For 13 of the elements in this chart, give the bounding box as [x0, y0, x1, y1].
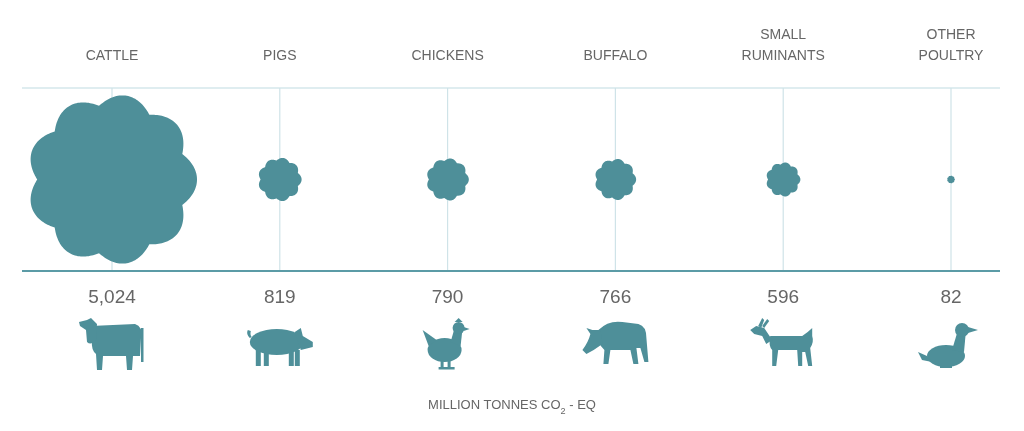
category-label: PIGS — [263, 47, 297, 63]
category-label: OTHER POULTRY — [918, 26, 985, 63]
category-label: SMALL RUMINANTS — [741, 26, 825, 63]
data-label: 819 — [263, 286, 296, 307]
data-label: 5,024 — [88, 286, 137, 307]
category-label: CHICKENS — [411, 47, 484, 63]
data-label: 596 — [767, 286, 800, 307]
text: MILLION TONNES CO$_{2}$ - EQ — [428, 397, 596, 416]
category-label: BUFFALO — [583, 47, 648, 63]
data-label: 82 — [940, 286, 962, 307]
data-label: 766 — [599, 286, 632, 307]
data-label: 790 — [431, 286, 464, 307]
category-label: CATTLE — [85, 47, 139, 63]
